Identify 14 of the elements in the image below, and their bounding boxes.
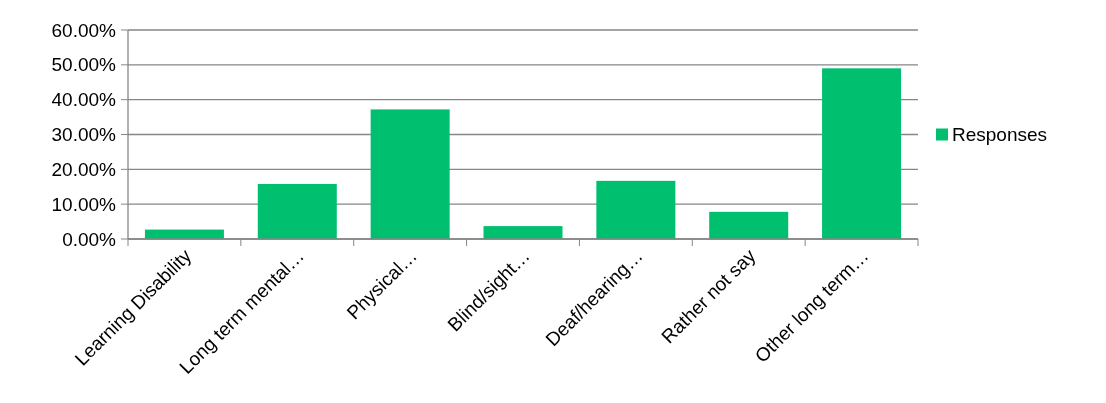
- bar: [370, 109, 450, 239]
- legend-label: Responses: [952, 124, 1048, 146]
- y-tick-label: 50.00%: [51, 54, 117, 76]
- y-tick-label: 30.00%: [51, 124, 117, 146]
- y-tick-label: 0.00%: [62, 228, 117, 250]
- y-tick-label: 10.00%: [51, 193, 117, 215]
- y-tick-label: 60.00%: [51, 19, 117, 41]
- bar: [257, 183, 337, 239]
- y-tick-label: 40.00%: [51, 89, 117, 111]
- bar: [483, 226, 563, 239]
- bar: [596, 180, 676, 239]
- bar: [822, 68, 902, 239]
- bar: [709, 211, 789, 239]
- y-tick-label: 20.00%: [51, 158, 117, 180]
